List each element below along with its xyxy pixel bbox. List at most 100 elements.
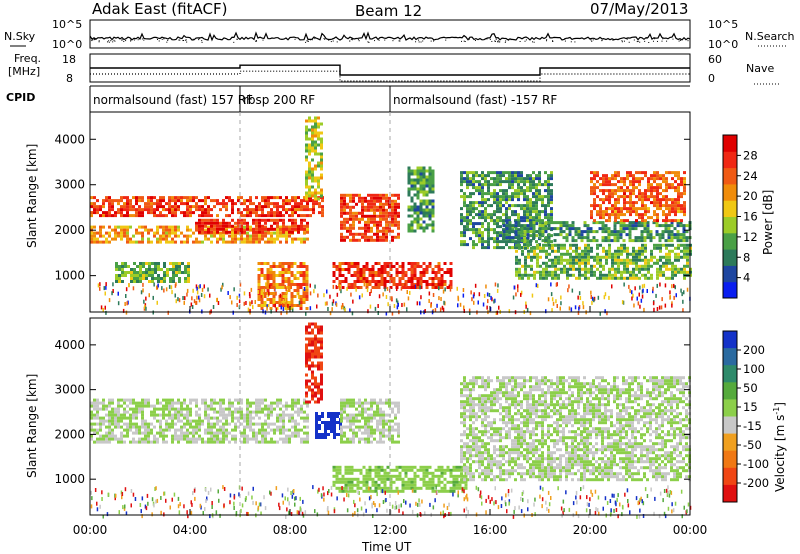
echo-cell [204, 208, 207, 212]
echo-cell [296, 304, 300, 307]
echo-cell [586, 224, 590, 228]
echo-cell [679, 236, 683, 240]
echo-cell [240, 240, 243, 244]
echo-cell [279, 398, 282, 402]
echo-cell [434, 274, 438, 277]
echo-cell [145, 268, 148, 271]
echo-cell [162, 404, 165, 408]
echo-cell [159, 237, 162, 241]
echo-cell [517, 204, 520, 208]
echo-cell [297, 422, 300, 426]
echo-cell [508, 195, 511, 199]
echo-cell [677, 243, 680, 247]
echo-cell [668, 261, 671, 265]
echo-cell [267, 231, 270, 235]
echo-cell [111, 437, 114, 441]
scatter-cell [125, 294, 127, 298]
echo-cell [610, 233, 614, 237]
echo-cell [671, 264, 674, 268]
echo-cell [144, 437, 147, 441]
scatter-cell [477, 300, 479, 305]
echo-cell [288, 440, 291, 444]
echo-cell [614, 219, 617, 223]
echo-cell [320, 340, 323, 344]
echo-cell [521, 276, 524, 280]
echo-cell [686, 264, 689, 268]
echo-cell [154, 265, 157, 268]
echo-cell [670, 230, 674, 234]
scatter-cell [117, 301, 120, 306]
echo-cell [207, 425, 210, 429]
echo-cell [120, 208, 123, 212]
echo-cell [632, 273, 635, 277]
echo-cell [105, 419, 108, 423]
echo-cell [431, 280, 435, 283]
echo-cell [269, 265, 273, 268]
echo-cell [685, 239, 689, 243]
echo-cell [431, 175, 435, 179]
scatter-cell [316, 304, 318, 309]
echo-cell [496, 246, 499, 250]
echo-cell [320, 364, 323, 368]
echo-cell [532, 195, 535, 199]
echo-cell [553, 233, 557, 237]
echo-cell [282, 404, 285, 408]
echo-cell [647, 267, 650, 271]
echo-cell [305, 283, 309, 286]
echo-cell [279, 419, 282, 423]
scatter-cell [397, 302, 399, 307]
noise-search-dot [166, 41, 168, 43]
echo-cell [255, 401, 258, 405]
echo-cell [674, 180, 677, 184]
echo-cell [547, 233, 551, 237]
echo-cell [385, 235, 388, 239]
echo-cell [655, 224, 659, 228]
echo-cell [195, 425, 198, 429]
noise-search-dot [497, 40, 499, 42]
scatter-cell [174, 283, 177, 288]
echo-cell [346, 229, 349, 233]
echo-cell [367, 223, 370, 227]
echo-cell [255, 404, 258, 408]
echo-cell [234, 240, 237, 244]
scatter-cell [656, 283, 658, 288]
echo-cell [395, 268, 399, 271]
noise-left-tick-top: 10^5 [52, 18, 82, 31]
echo-cell [611, 189, 614, 193]
echo-cell [138, 425, 141, 429]
scatter-cell [340, 305, 343, 310]
scatter-cell [298, 300, 301, 305]
echo-cell [160, 280, 163, 283]
echo-cell [475, 186, 478, 190]
echo-cell [682, 236, 686, 240]
echo-cell [318, 433, 321, 436]
echo-cell [195, 240, 198, 244]
echo-cell [96, 199, 99, 203]
echo-cell [554, 276, 557, 280]
echo-cell [598, 221, 602, 225]
scatter-cell [416, 301, 419, 306]
echo-cell [545, 261, 548, 265]
echo-cell [296, 265, 300, 268]
echo-cell [472, 243, 475, 247]
echo-cell [419, 172, 423, 176]
echo-cell [359, 268, 363, 271]
scatter-cell [178, 298, 181, 303]
echo-cell [154, 277, 157, 280]
echo-cell [311, 352, 314, 356]
echo-cell [659, 258, 662, 262]
echo-cell [514, 240, 517, 244]
echo-cell [264, 407, 267, 411]
scatter-cell [403, 302, 406, 307]
echo-cell [346, 220, 349, 224]
echo-cell [222, 434, 225, 438]
echo-cell [314, 194, 317, 198]
freq-label-line2: [MHz] [8, 65, 40, 78]
echo-cell [129, 214, 132, 218]
echo-cell [204, 407, 207, 411]
echo-cell [249, 410, 252, 414]
echo-cell [676, 239, 680, 243]
scatter-cell [177, 297, 179, 302]
echo-cell [596, 195, 599, 199]
echo-cell [394, 223, 397, 227]
